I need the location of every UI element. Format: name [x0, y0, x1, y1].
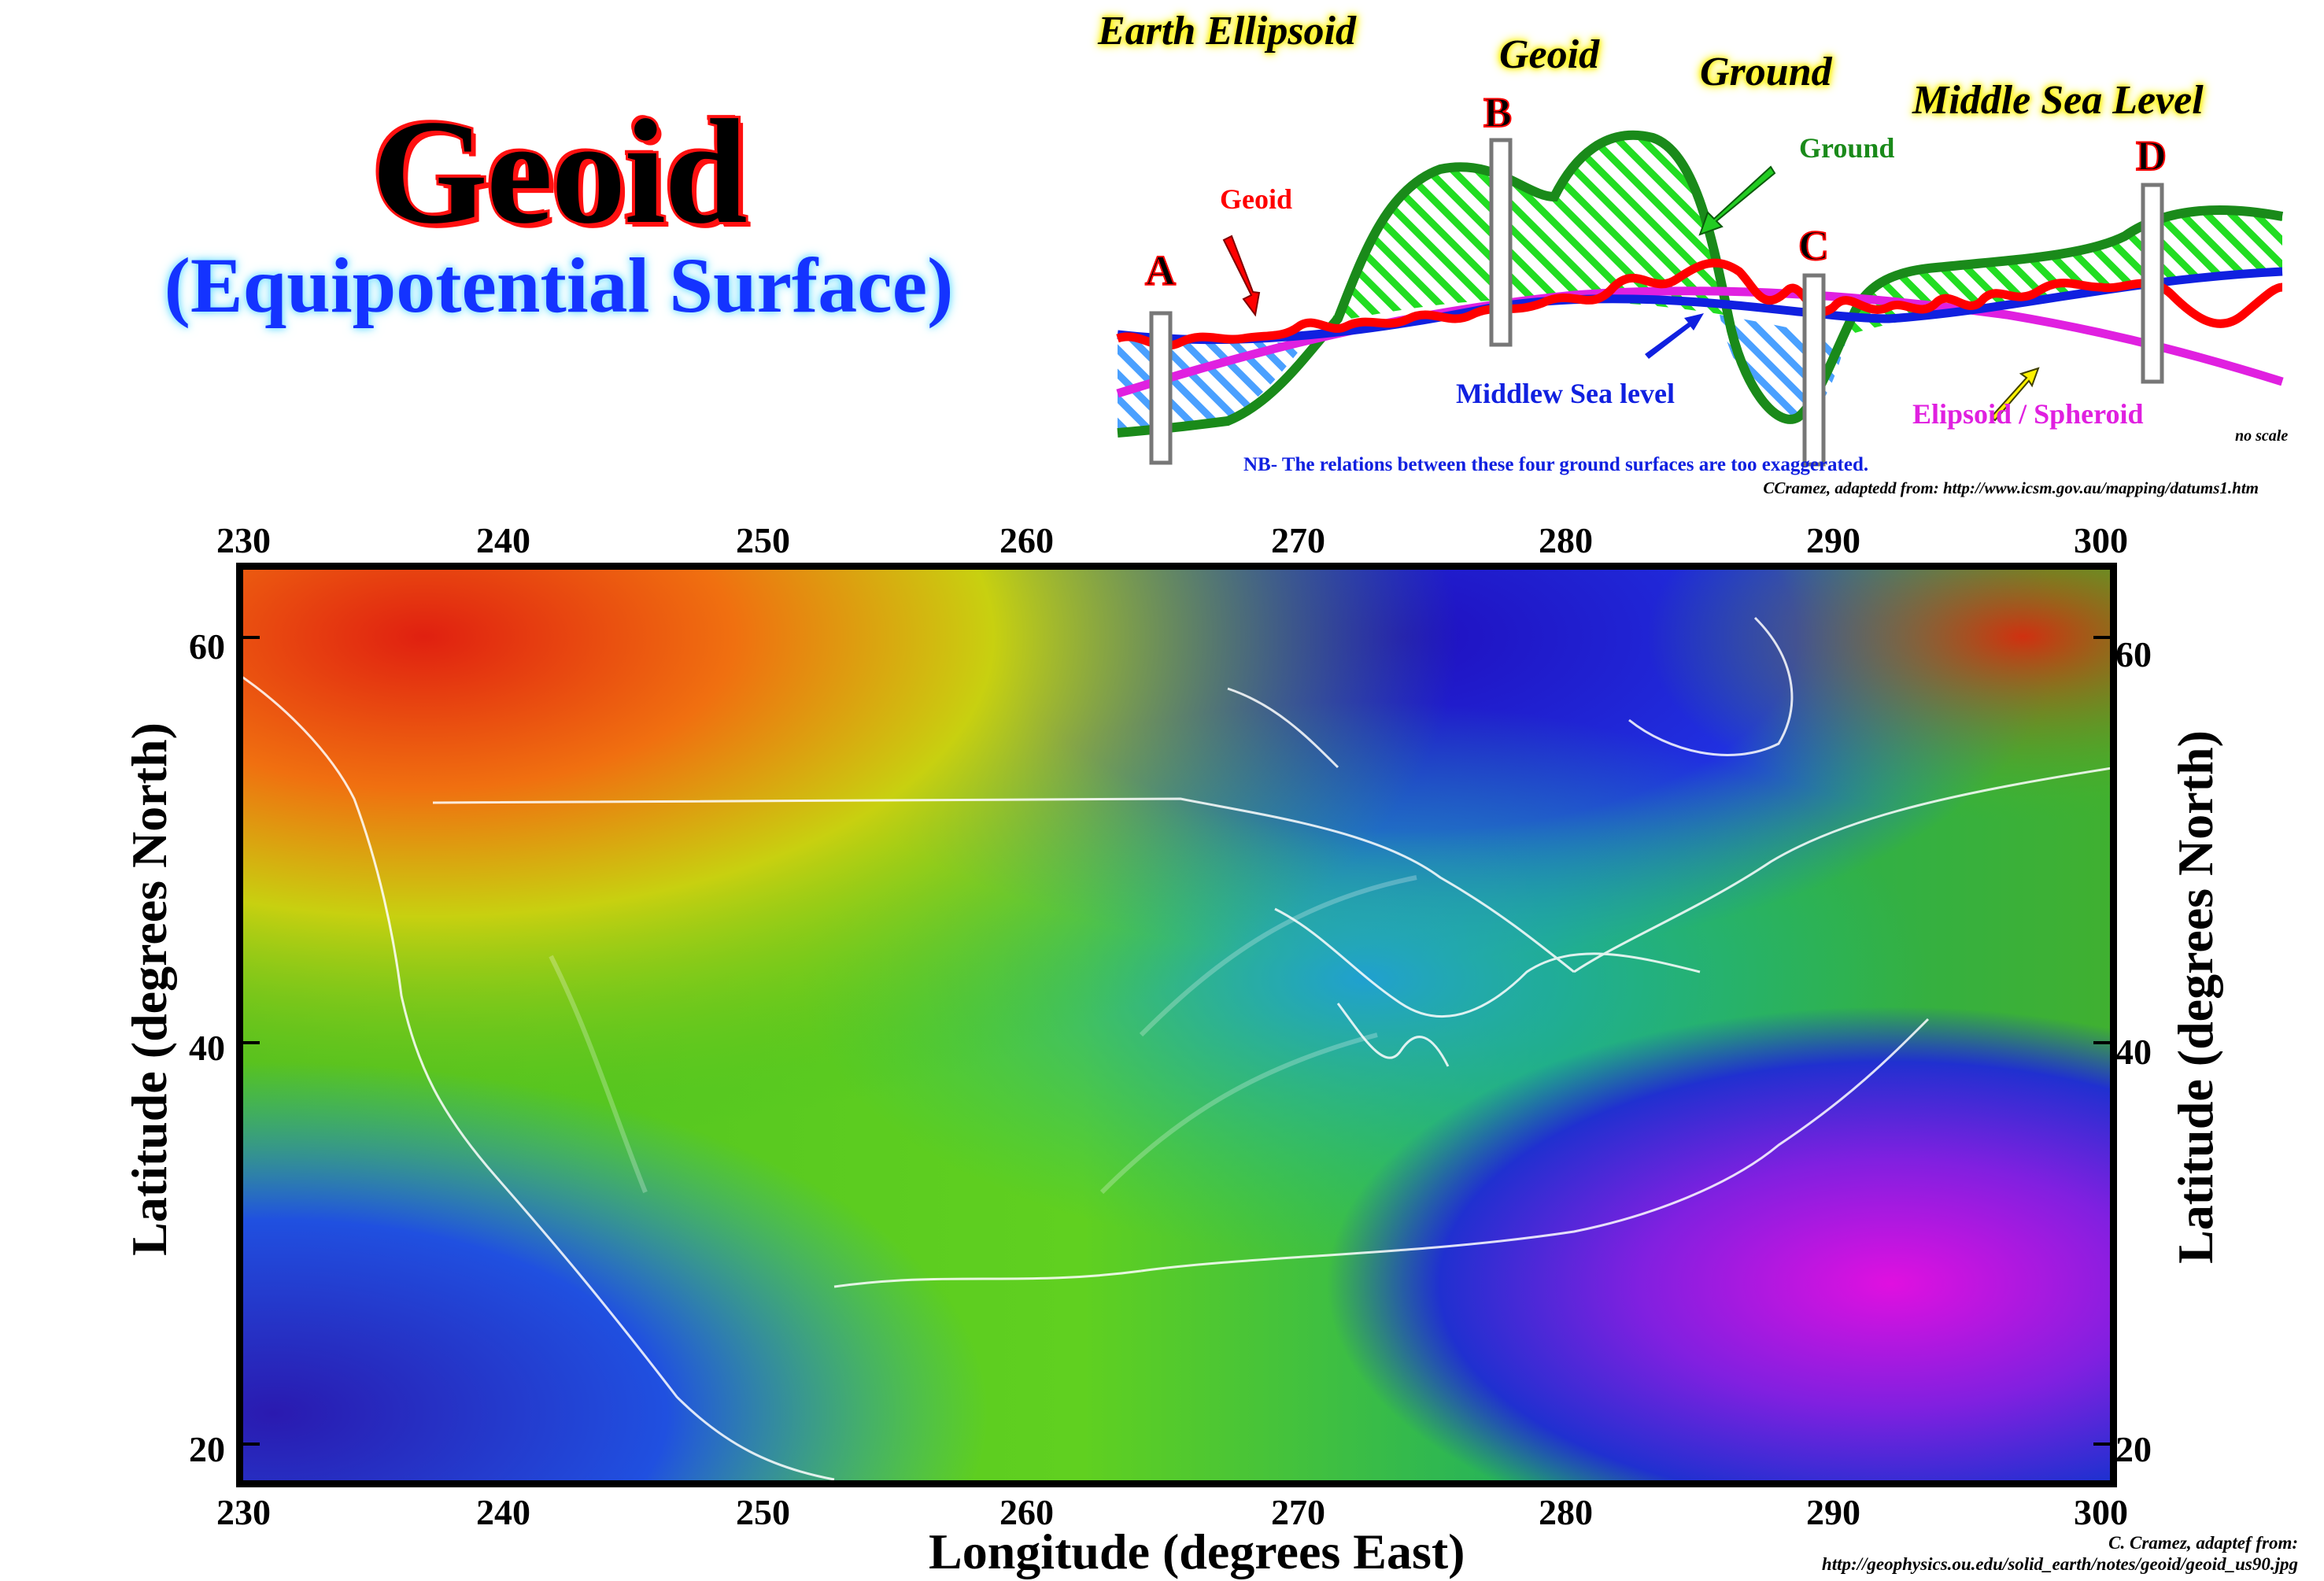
y-tick-right-20: 20	[2115, 1429, 2152, 1469]
msl-callout: Middlew Sea level	[1456, 378, 1675, 409]
no-scale-note: no scale	[2235, 427, 2288, 445]
map-magenta-atlantic	[236, 563, 2117, 1487]
y-tick-left-20: 20	[189, 1429, 225, 1469]
page-subtitle: (Equipotential Surface)	[164, 242, 954, 329]
x-axis-title: Longitude (degrees East)	[929, 1524, 1465, 1579]
y-tick-right-60: 60	[2115, 634, 2152, 674]
label-geoid: Geoid	[1499, 32, 1600, 77]
x-tick-bottom-230: 230	[216, 1492, 271, 1532]
ellipsoid-arrow	[1990, 367, 2040, 422]
x-tick-bottom-300: 300	[2074, 1492, 2128, 1532]
geoid-cross-section-diagram: A C D Geoid Ground Middlew Sea level Eli…	[1116, 130, 2288, 475]
page-title: Geoid	[369, 87, 750, 257]
post-d	[2141, 183, 2164, 384]
x-tick-top-260: 260	[999, 520, 1054, 560]
y-axis-title-left: Latitude (degrees North)	[121, 722, 177, 1256]
x-tick-top-240: 240	[476, 520, 530, 560]
x-tick-bottom-290: 290	[1806, 1492, 1860, 1532]
diagram-credit: CCramez, adaptedd from: http://www.icsm.…	[1763, 478, 2259, 497]
x-tick-top-270: 270	[1271, 520, 1325, 560]
x-tick-bottom-270: 270	[1271, 1492, 1325, 1532]
x-tick-bottom-240: 240	[476, 1492, 530, 1532]
x-tick-bottom-250: 250	[736, 1492, 790, 1532]
point-a-label: A	[1145, 247, 1176, 294]
map-credit-line1: C. Cramez, adaptef from:	[2108, 1533, 2298, 1553]
point-b-letter: B	[1483, 88, 1513, 137]
terrain-ridges	[549, 875, 1417, 1195]
geoid-callout: Geoid	[1220, 183, 1292, 215]
msl-arrow	[1645, 313, 1704, 359]
post-c	[1802, 273, 1826, 467]
x-tick-bottom-260: 260	[999, 1492, 1054, 1532]
post-a	[1149, 311, 1173, 465]
label-middle-sea-level: Middle Sea Level	[1912, 78, 2204, 123]
ground-arrow	[1698, 165, 1776, 236]
x-tick-top-300: 300	[2074, 520, 2128, 560]
y-tick-left-40: 40	[189, 1028, 225, 1068]
label-ground: Ground	[1700, 50, 1832, 94]
y-tick-right-40: 40	[2115, 1032, 2152, 1072]
ground-callout: Ground	[1799, 132, 1894, 164]
y-tick-left-60: 60	[189, 626, 225, 667]
point-c-label: C	[1798, 222, 1829, 269]
geoid-map	[236, 563, 2117, 1487]
x-tick-top-290: 290	[1806, 520, 1860, 560]
coastlines	[236, 616, 2117, 1481]
point-d-label: D	[2136, 132, 2167, 179]
ellipsoid-line	[1116, 286, 2284, 398]
ellipsoid-callout: Elipsoid / Spheroid	[1912, 398, 2143, 430]
diagram-note: NB- The relations between these four gro…	[1243, 454, 1868, 475]
post-b	[1489, 138, 1513, 347]
ground-line	[1117, 130, 2284, 438]
map-frame	[236, 563, 2117, 1487]
x-tick-top-230: 230	[216, 520, 271, 560]
map-credit-line2: http://geophysics.ou.edu/solid_earth/not…	[1821, 1554, 2298, 1574]
y-axis-title-right: Latitude (degrees North)	[2167, 730, 2223, 1264]
x-tick-bottom-280: 280	[1539, 1492, 1593, 1532]
label-earth-ellipsoid: Earth Ellipsoid	[1098, 9, 1356, 54]
geoid-arrow	[1222, 235, 1261, 317]
x-tick-top-280: 280	[1539, 520, 1593, 560]
geoid-line	[1116, 258, 2283, 350]
x-tick-top-250: 250	[736, 520, 790, 560]
map-ticks	[239, 636, 2114, 1446]
